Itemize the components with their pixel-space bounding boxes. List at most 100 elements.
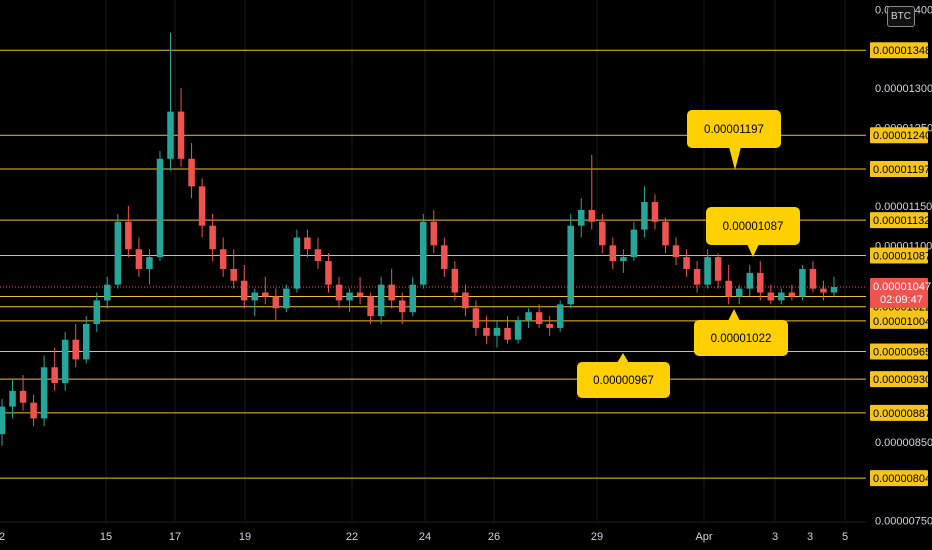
price-callout-label: 0.00001087 xyxy=(723,221,784,233)
x-axis-tick: 15 xyxy=(100,531,112,543)
x-axis-tick: 22 xyxy=(346,531,358,543)
candle-body xyxy=(556,304,564,328)
candle-body xyxy=(493,327,501,336)
candle-body xyxy=(683,257,690,269)
candle-body xyxy=(514,320,522,340)
level-label-bg xyxy=(870,247,928,264)
candle-body xyxy=(177,111,185,159)
level-label-bg xyxy=(870,127,928,144)
candle-body xyxy=(377,284,385,317)
x-axis-tick: 17 xyxy=(169,531,181,543)
price-axis-tick: 0.00000850 xyxy=(875,437,932,449)
current-price-bg xyxy=(870,278,928,309)
price-callout-pointer xyxy=(617,353,629,363)
candle-body xyxy=(430,221,438,246)
candle-body xyxy=(19,390,27,403)
candle-body xyxy=(788,292,796,297)
level-label-bg xyxy=(870,371,928,388)
candle-body xyxy=(335,284,343,301)
candle-body xyxy=(662,221,669,246)
level-label-bg xyxy=(870,312,928,329)
countdown-timer: 02:09:47 xyxy=(880,294,923,306)
level-label: 0.00001132 xyxy=(873,215,930,227)
candle-body xyxy=(72,339,79,360)
candle-body xyxy=(146,257,153,269)
candle-body xyxy=(314,249,322,262)
level-label: 0.00001087 xyxy=(873,251,931,263)
candle-body xyxy=(714,257,722,281)
price-callout-bubble xyxy=(694,320,788,356)
level-label: 0.00001240 xyxy=(873,130,931,142)
candle-body xyxy=(704,257,711,285)
candle-body xyxy=(409,284,416,313)
candle-body xyxy=(398,300,406,313)
candle-body xyxy=(304,237,311,250)
candle-body xyxy=(367,296,374,317)
level-label-bg xyxy=(870,404,928,421)
candle-body xyxy=(388,284,395,301)
candle-body xyxy=(156,158,164,258)
currency-badge[interactable]: BTC xyxy=(887,6,915,27)
candle-body xyxy=(620,257,627,262)
candle-body xyxy=(820,288,827,293)
x-axis-tick: 19 xyxy=(239,531,251,543)
candle-body xyxy=(641,202,648,230)
price-callout-bubble xyxy=(687,110,781,148)
candle-body xyxy=(535,312,543,324)
level-label-bg xyxy=(870,212,928,229)
candle-body xyxy=(167,111,174,159)
candle-body xyxy=(230,268,237,281)
current-price-label: 0.00001047 xyxy=(873,281,931,293)
price-callout-pointer xyxy=(728,309,740,321)
candle-body xyxy=(40,367,48,419)
candle-body xyxy=(451,268,459,293)
candle-body xyxy=(757,272,764,293)
price-callout-label: 0.00001022 xyxy=(711,333,772,345)
candle-body xyxy=(483,327,490,336)
candle-body xyxy=(209,225,216,250)
candle-body xyxy=(125,221,132,250)
candle-body xyxy=(356,292,364,297)
level-label: 0.00001348 xyxy=(873,45,931,57)
candle-body xyxy=(746,272,754,289)
candle-body xyxy=(219,249,227,269)
level-label: 0.00001197 xyxy=(873,164,930,176)
candle-body xyxy=(30,402,37,419)
price-callout-bubble xyxy=(706,207,800,245)
price-axis-tick: 0.00001150 xyxy=(875,201,932,213)
candle-body xyxy=(51,367,58,383)
x-axis-tick: 26 xyxy=(488,531,500,543)
price-axis-tick: 0.00001300 xyxy=(875,83,932,95)
level-label: 0.00000887 xyxy=(873,408,931,420)
candle-body xyxy=(525,312,532,321)
candle-body xyxy=(472,308,480,328)
candle-body xyxy=(0,406,6,435)
candle-body xyxy=(767,292,775,301)
candle-body xyxy=(651,202,659,222)
candle-body xyxy=(830,287,838,293)
candle-body xyxy=(293,237,301,289)
x-axis-tick: 3 xyxy=(807,531,813,543)
x-axis-tick: Apr xyxy=(695,531,712,543)
price-callout-pointer xyxy=(729,147,741,170)
level-label-bg xyxy=(870,42,928,59)
candle-body xyxy=(251,292,259,301)
candle-body xyxy=(240,280,248,301)
candle-body xyxy=(9,390,16,407)
candle-body xyxy=(462,292,469,309)
candle-body xyxy=(588,209,596,222)
level-label: 0.00000930 xyxy=(873,374,931,386)
level-label-bg xyxy=(870,470,928,487)
level-label: 0.00000804 xyxy=(873,473,931,485)
x-axis-tick: 5 xyxy=(842,531,848,543)
level-label: 0.00000965 xyxy=(873,347,931,359)
candle-body xyxy=(272,296,280,309)
price-axis-tick: 0.00000750 xyxy=(875,516,932,528)
candle-body xyxy=(725,280,732,297)
price-callout-pointer xyxy=(747,244,759,257)
x-axis-tick: 24 xyxy=(419,531,431,543)
candle-body xyxy=(93,300,101,324)
x-axis-tick: 29 xyxy=(591,531,603,543)
